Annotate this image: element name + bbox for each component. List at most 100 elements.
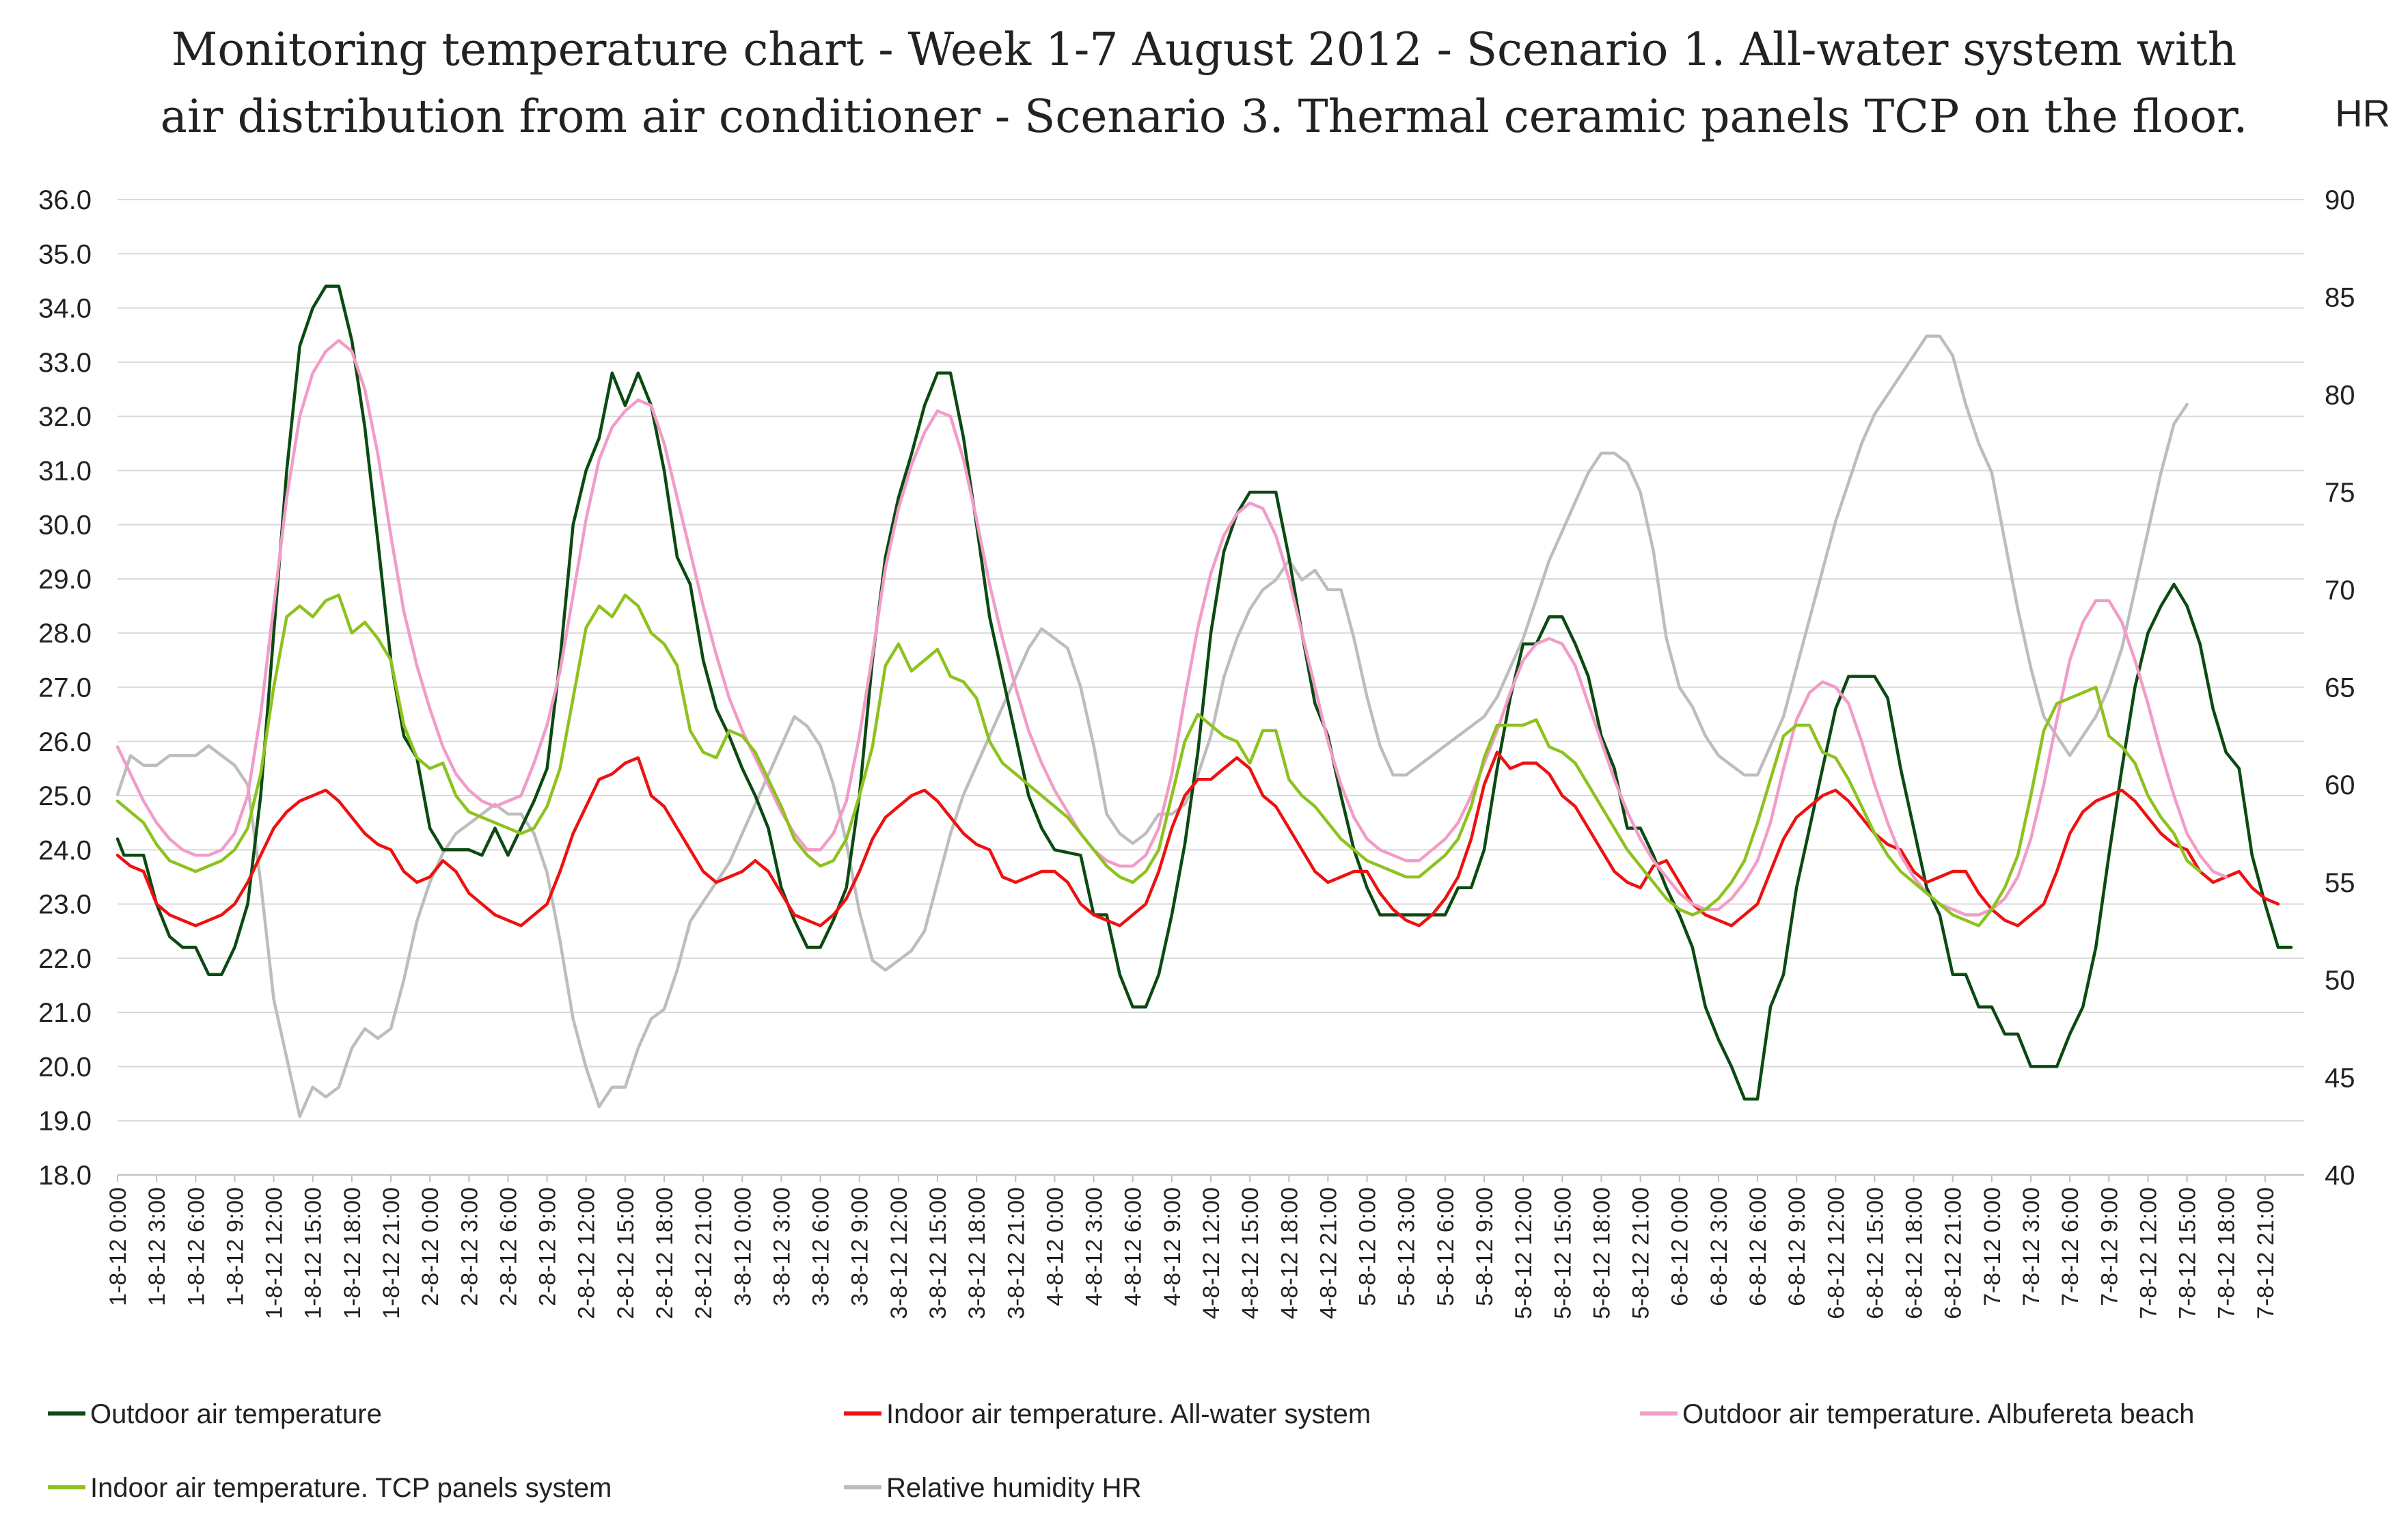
x-tick-label: 5-8-12 21:00 bbox=[1628, 1187, 1654, 1319]
y-right-tick-label: 85 bbox=[2325, 283, 2355, 313]
y-left-tick-label: 25.0 bbox=[38, 781, 92, 811]
y-left-tick-label: 23.0 bbox=[38, 890, 92, 920]
legend-label-albufereta: Outdoor air temperature. Albufereta beac… bbox=[1682, 1399, 2194, 1429]
x-tick-label: 6-8-12 3:00 bbox=[1706, 1187, 1732, 1306]
y-right-tick-label: 40 bbox=[2325, 1161, 2355, 1191]
legend-label-indoor-tcp: Indoor air temperature. TCP panels syste… bbox=[90, 1473, 612, 1503]
x-tick-label: 5-8-12 6:00 bbox=[1433, 1187, 1459, 1306]
y-left-tick-label: 34.0 bbox=[38, 294, 92, 324]
series-line-1 bbox=[115, 750, 2280, 928]
y-left-tick-label: 19.0 bbox=[38, 1107, 92, 1137]
x-tick-label: 7-8-12 3:00 bbox=[2019, 1187, 2044, 1306]
x-tick-label: 2-8-12 12:00 bbox=[574, 1187, 600, 1319]
series-line-2 bbox=[115, 338, 2228, 917]
legend-label-humidity: Relative humidity HR bbox=[886, 1473, 1141, 1503]
x-tick-label: 2-8-12 3:00 bbox=[456, 1187, 482, 1306]
x-axis: 1-8-12 0:00 1-8-12 3:00 1-8-12 6:00 1-8-12 … bbox=[105, 1175, 2279, 1319]
x-tick-label: 2-8-12 21:00 bbox=[691, 1187, 717, 1319]
y-right-tick-label: 60 bbox=[2325, 770, 2355, 800]
y-left-tick-label: 33.0 bbox=[38, 348, 92, 378]
y-right-tick-label: 65 bbox=[2325, 673, 2355, 703]
x-tick-label: 4-8-12 15:00 bbox=[1237, 1187, 1263, 1319]
x-tick-label: 6-8-12 0:00 bbox=[1667, 1187, 1693, 1306]
x-tick-label: 1-8-12 18:00 bbox=[340, 1187, 366, 1319]
x-tick-label: 4-8-12 21:00 bbox=[1315, 1187, 1341, 1319]
x-tick-label: 3-8-12 9:00 bbox=[847, 1187, 873, 1306]
y-axis-left: 18.0 19.0 20.0 21.0 22.0 23.0 24.0 25.0 26.0 27.0… bbox=[38, 185, 92, 1191]
x-tick-label: 5-8-12 0:00 bbox=[1355, 1187, 1381, 1306]
x-tick-label: 7-8-12 18:00 bbox=[2214, 1187, 2240, 1319]
x-tick-label: 7-8-12 12:00 bbox=[2135, 1187, 2161, 1319]
x-tick-label: 1-8-12 15:00 bbox=[301, 1187, 327, 1319]
x-tick-label: 4-8-12 0:00 bbox=[1042, 1187, 1068, 1306]
legend-item-albufereta: Outdoor air temperature. Albufereta beac… bbox=[1640, 1399, 2194, 1429]
y-left-tick-label: 26.0 bbox=[38, 727, 92, 757]
y-left-tick-label: 30.0 bbox=[38, 511, 92, 541]
y-right-tick-label: 55 bbox=[2325, 868, 2355, 898]
x-tick-label: 3-8-12 6:00 bbox=[808, 1187, 834, 1306]
x-tick-label: 1-8-12 3:00 bbox=[144, 1187, 170, 1306]
x-tick-label: 5-8-12 9:00 bbox=[1472, 1187, 1498, 1306]
x-tick-label: 3-8-12 21:00 bbox=[1003, 1187, 1029, 1319]
x-tick-label: 5-8-12 15:00 bbox=[1550, 1187, 1576, 1319]
x-tick-label: 5-8-12 12:00 bbox=[1511, 1187, 1537, 1319]
x-tick-label: 1-8-12 21:00 bbox=[379, 1187, 405, 1319]
x-tick-label: 3-8-12 15:00 bbox=[925, 1187, 951, 1319]
gridlines bbox=[118, 199, 2304, 1176]
x-tick-label: 1-8-12 0:00 bbox=[105, 1187, 131, 1306]
y-left-tick-label: 36.0 bbox=[38, 185, 92, 215]
x-tick-label: 2-8-12 0:00 bbox=[418, 1187, 443, 1306]
series-line-4 bbox=[115, 334, 2189, 1118]
y-left-tick-label: 32.0 bbox=[38, 402, 92, 432]
x-tick-label: 3-8-12 0:00 bbox=[730, 1187, 756, 1306]
legend: Outdoor air temperature Indoor air tempe… bbox=[48, 1399, 2194, 1503]
y-left-tick-label: 18.0 bbox=[38, 1161, 92, 1191]
x-tick-label: 4-8-12 12:00 bbox=[1199, 1187, 1224, 1319]
x-tick-label: 6-8-12 12:00 bbox=[1823, 1187, 1849, 1319]
y-right-tick-label: 75 bbox=[2325, 478, 2355, 508]
x-tick-label: 4-8-12 6:00 bbox=[1121, 1187, 1147, 1306]
x-tick-label: 2-8-12 15:00 bbox=[613, 1187, 639, 1319]
x-tick-label: 2-8-12 18:00 bbox=[652, 1187, 678, 1319]
legend-label-indoor-all-water: Indoor air temperature. All-water system bbox=[886, 1399, 1371, 1429]
y-left-tick-label: 29.0 bbox=[38, 565, 92, 595]
chart-title-line-1: Monitoring temperature chart - Week 1-7 … bbox=[172, 23, 2236, 76]
y-left-tick-label: 35.0 bbox=[38, 239, 92, 269]
x-tick-label: 4-8-12 9:00 bbox=[1160, 1187, 1186, 1306]
legend-item-outdoor: Outdoor air temperature bbox=[48, 1399, 382, 1429]
y-left-tick-label: 22.0 bbox=[38, 944, 92, 974]
x-tick-label: 6-8-12 18:00 bbox=[1902, 1187, 1928, 1319]
x-tick-label: 1-8-12 6:00 bbox=[183, 1187, 209, 1306]
x-tick-label: 1-8-12 12:00 bbox=[262, 1187, 288, 1319]
x-tick-label: 2-8-12 6:00 bbox=[495, 1187, 521, 1306]
legend-label-outdoor: Outdoor air temperature bbox=[90, 1399, 382, 1429]
x-tick-label: 3-8-12 3:00 bbox=[769, 1187, 795, 1306]
x-tick-label: 2-8-12 9:00 bbox=[535, 1187, 561, 1306]
x-tick-label: 3-8-12 12:00 bbox=[886, 1187, 912, 1319]
x-tick-label: 6-8-12 15:00 bbox=[1862, 1187, 1888, 1319]
y-left-tick-label: 24.0 bbox=[38, 835, 92, 865]
y-right-tick-label: 45 bbox=[2325, 1063, 2355, 1093]
y-right-tick-label: 80 bbox=[2325, 380, 2355, 410]
x-tick-label: 5-8-12 18:00 bbox=[1589, 1187, 1615, 1319]
y-left-tick-label: 20.0 bbox=[38, 1052, 92, 1082]
x-tick-label: 4-8-12 3:00 bbox=[1082, 1187, 1108, 1306]
y-right-tick-label: 50 bbox=[2325, 966, 2355, 996]
x-tick-label: 5-8-12 3:00 bbox=[1394, 1187, 1420, 1306]
series-line-0 bbox=[115, 284, 2293, 1101]
x-tick-label: 7-8-12 0:00 bbox=[1980, 1187, 2006, 1306]
legend-item-humidity: Relative humidity HR bbox=[844, 1473, 1141, 1503]
y-left-tick-label: 27.0 bbox=[38, 673, 92, 703]
x-tick-label: 7-8-12 9:00 bbox=[2096, 1187, 2122, 1306]
x-tick-label: 6-8-12 21:00 bbox=[1941, 1187, 1967, 1319]
series-lines bbox=[115, 284, 2293, 1118]
y-left-tick-label: 21.0 bbox=[38, 998, 92, 1028]
x-tick-label: 7-8-12 6:00 bbox=[2057, 1187, 2083, 1306]
x-tick-label: 1-8-12 9:00 bbox=[222, 1187, 248, 1306]
y-right-tick-label: 70 bbox=[2325, 576, 2355, 606]
chart-title-line-2: air distribution from air conditioner - … bbox=[161, 90, 2248, 143]
y-left-tick-label: 31.0 bbox=[38, 456, 92, 486]
x-tick-label: 6-8-12 6:00 bbox=[1745, 1187, 1771, 1306]
x-tick-label: 4-8-12 18:00 bbox=[1276, 1187, 1302, 1319]
